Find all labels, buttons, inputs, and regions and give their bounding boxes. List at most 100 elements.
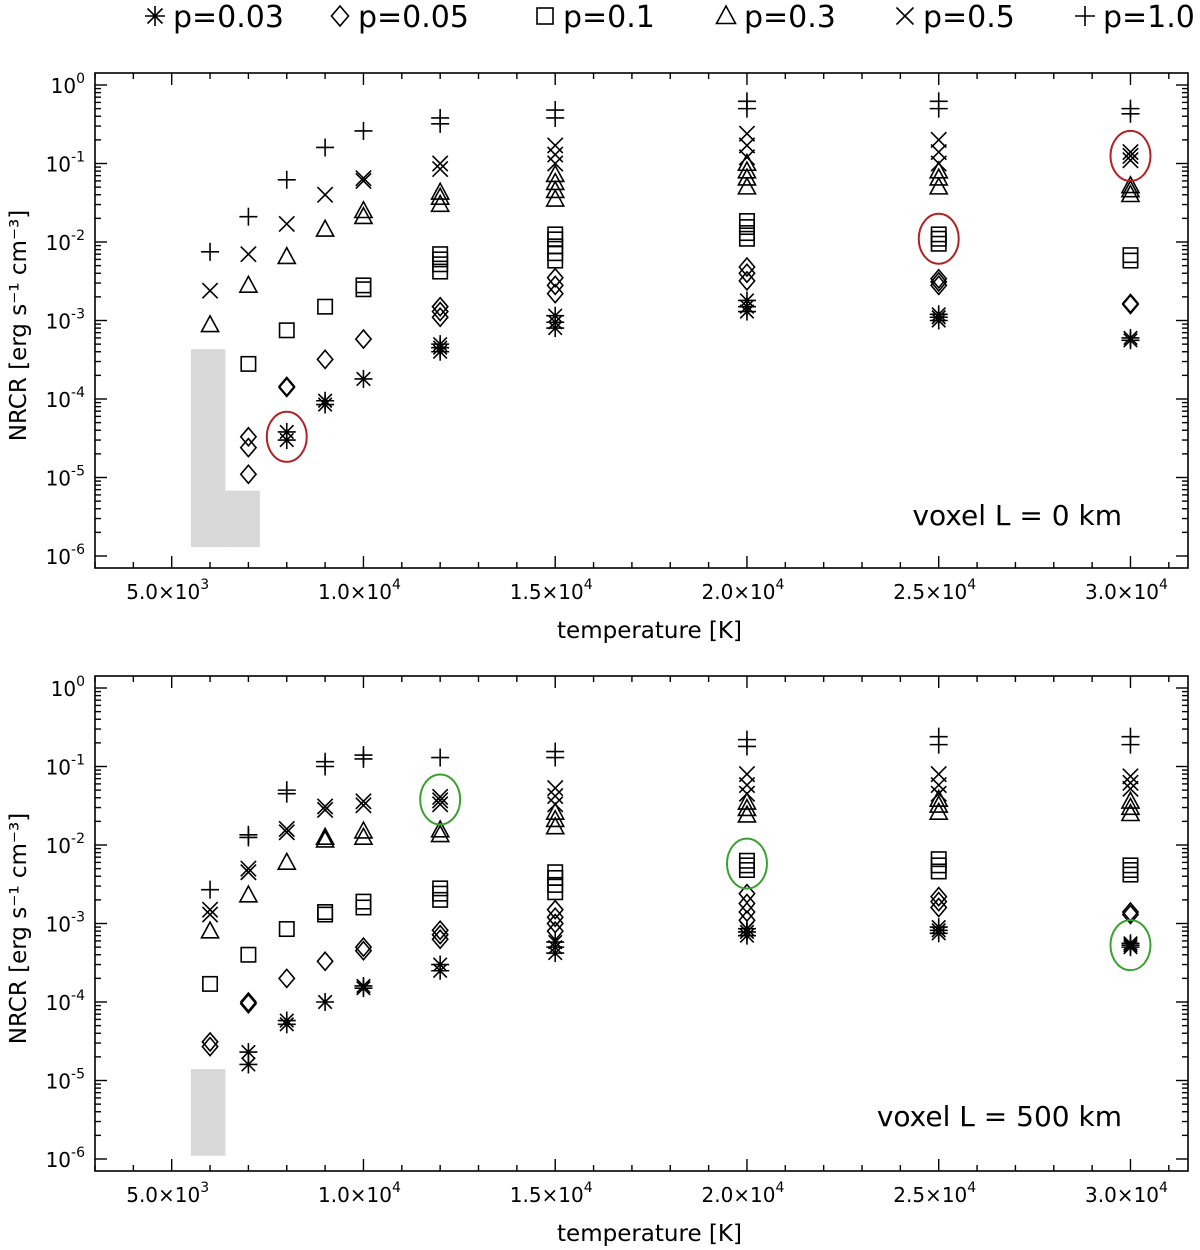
data-point-asterisk [1121,328,1140,347]
data-point-diamond [738,270,756,292]
data-point-diamond [738,893,756,914]
legend: p=0.03 p=0.05 p=0.1 p=0.3 p=0.5 p=1.0 [145,0,1195,35]
legend-marker-diamond [330,4,350,28]
highlight-circle [419,773,462,826]
data-point-triangle [353,820,374,839]
highlight-circle [725,837,768,890]
data-point-triangle [276,851,297,870]
data-point-asterisk [316,391,335,410]
y-tick-label: 100 [51,674,85,701]
data-point-diamond [239,993,258,1014]
data-point-asterisk [737,291,756,310]
data-point-cross [738,125,756,142]
data-point-triangle [1120,184,1141,203]
data-point-plus [316,138,335,157]
x-tick-label: 2.5×104 [893,577,976,604]
data-point-triangle [238,884,259,903]
data-point-plus [277,170,296,189]
data-point-plus [239,207,258,226]
data-point-plus [277,781,296,800]
data-point-plus [929,92,948,111]
data-point-square [547,226,564,243]
x-tick-label: 3.0×104 [1085,577,1168,604]
data-point-square [930,857,947,874]
data-point-asterisk [316,993,335,1011]
data-point-diamond [1121,904,1140,925]
data-point-cross [738,765,756,783]
data-point-triangle [315,829,335,848]
data-point-asterisk [431,335,450,354]
data-point-diamond [930,891,948,912]
data-point-triangle [737,176,757,195]
data-point-cross [1122,143,1139,161]
legend-marker-square [536,7,554,25]
data-point-diamond [316,951,334,972]
series-diamond [201,883,1140,1057]
data-point-cross [431,155,449,172]
data-point-square [278,921,295,938]
y-tick-label: 10-2 [46,831,85,858]
data-point-cross [355,797,372,814]
data-point-plus [239,825,258,844]
data-point-cross [355,172,372,190]
data-point-cross [930,143,947,161]
data-point-cross [930,155,947,172]
data-point-cross [1122,768,1139,785]
data-point-cross [546,146,564,163]
data-point-square [1122,252,1139,269]
legend-label: p=0.1 [563,0,655,35]
legend-marker-asterisk [145,6,165,26]
y-axis-title: NRCR [erg s⁻¹ cm⁻³] [6,813,32,1045]
x-tick-label: 1.5×104 [510,1180,593,1207]
data-point-square [1122,866,1139,883]
legend-label: p=0.05 [358,0,469,35]
data-point-diamond [201,1036,219,1057]
y-axis-title: NRCR [erg s⁻¹ cm⁻³] [6,210,32,442]
data-point-diamond [354,936,373,958]
data-point-square [240,946,257,963]
data-point-cross [1122,152,1139,169]
data-point-asterisk [354,976,373,995]
data-point-triangle [238,274,259,293]
data-point-cross [431,788,449,806]
legend-label: p=0.3 [744,0,836,35]
data-point-diamond [278,377,296,398]
legend-marker-plus [1075,6,1095,26]
data-point-plus [737,730,756,749]
data-point-square [738,862,755,879]
data-point-diamond [239,464,258,485]
data-point-square [317,298,334,315]
data-point-diamond [431,924,449,945]
data-point-cross [930,131,947,149]
shaded-region [190,1069,226,1156]
data-point-plus [737,92,756,111]
series-cross [201,765,1139,923]
data-point-diamond [738,256,756,278]
x-tick-label: 5.0×103 [126,1180,209,1207]
data-point-cross [431,796,449,813]
y-tick-label: 10-1 [46,150,85,177]
y-tick-label: 10-5 [46,464,85,491]
y-tick-label: 10-6 [46,542,86,569]
data-point-square [930,226,947,243]
data-point-cross [1122,780,1139,798]
data-point-square [432,885,449,902]
data-point-cross [316,801,334,819]
data-point-cross [278,215,295,233]
data-point-plus [201,880,220,899]
data-point-triangle [928,160,949,179]
shaded-region [190,349,226,548]
data-point-plus [1121,99,1140,118]
data-point-square [202,975,219,992]
highlight-circle [265,410,308,463]
data-point-square [1122,857,1139,874]
data-point-asterisk [546,306,565,325]
x-tick-label: 2.0×104 [701,577,784,604]
data-point-plus [929,727,948,746]
data-point-cross [201,282,219,299]
data-point-cross [240,245,257,263]
panel-bottom: 10-6 10-5 10-4 10-3 10-2 10-1 100 5.0×103 1.0×10… [6,674,1189,1247]
data-point-cross [546,155,564,172]
data-point-square [240,355,257,372]
